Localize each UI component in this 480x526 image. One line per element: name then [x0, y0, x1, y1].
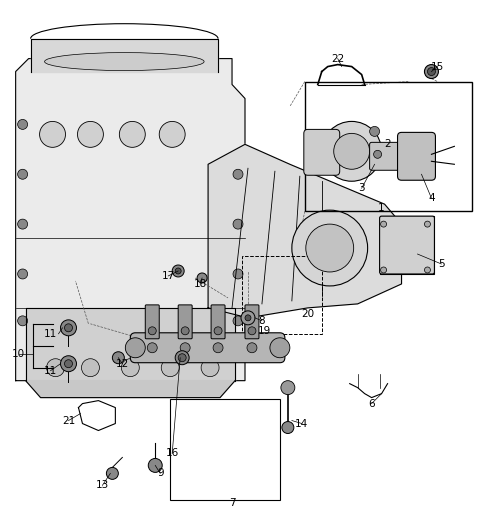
- Text: 2: 2: [384, 139, 391, 149]
- Circle shape: [18, 169, 28, 179]
- Circle shape: [60, 356, 76, 372]
- Text: 3: 3: [359, 183, 365, 193]
- Circle shape: [424, 65, 438, 78]
- FancyBboxPatch shape: [397, 133, 435, 180]
- Circle shape: [334, 134, 370, 169]
- Circle shape: [112, 352, 124, 363]
- Text: 6: 6: [368, 399, 375, 409]
- Circle shape: [18, 269, 28, 279]
- Circle shape: [245, 315, 251, 321]
- Circle shape: [306, 224, 354, 272]
- Text: 11: 11: [44, 329, 57, 339]
- Circle shape: [373, 150, 382, 158]
- FancyBboxPatch shape: [145, 305, 159, 339]
- Circle shape: [322, 122, 382, 181]
- Text: 17: 17: [162, 271, 175, 281]
- FancyBboxPatch shape: [130, 333, 285, 363]
- Polygon shape: [16, 58, 245, 381]
- Bar: [242, 256, 322, 334]
- Circle shape: [172, 265, 184, 277]
- Bar: [305, 82, 472, 211]
- Circle shape: [270, 338, 290, 358]
- Circle shape: [281, 381, 295, 394]
- Text: 22: 22: [331, 54, 344, 64]
- Circle shape: [282, 421, 294, 433]
- Circle shape: [120, 122, 145, 147]
- Text: 5: 5: [438, 259, 445, 269]
- Text: 20: 20: [301, 309, 314, 319]
- Circle shape: [247, 343, 257, 353]
- Circle shape: [47, 359, 64, 377]
- FancyBboxPatch shape: [245, 305, 259, 339]
- Circle shape: [77, 122, 103, 147]
- Text: 14: 14: [295, 419, 309, 429]
- Text: 16: 16: [166, 449, 179, 459]
- Bar: [170, 399, 280, 500]
- Circle shape: [181, 327, 189, 335]
- Polygon shape: [25, 381, 235, 398]
- Circle shape: [18, 219, 28, 229]
- Circle shape: [159, 122, 185, 147]
- Circle shape: [121, 359, 139, 377]
- Text: 13: 13: [96, 480, 109, 490]
- Text: 4: 4: [428, 193, 435, 203]
- Text: 12: 12: [116, 359, 129, 369]
- Circle shape: [148, 459, 162, 472]
- Circle shape: [178, 354, 186, 362]
- Circle shape: [233, 169, 243, 179]
- Circle shape: [424, 267, 431, 273]
- Text: 21: 21: [62, 416, 75, 426]
- Circle shape: [381, 267, 386, 273]
- Text: 15: 15: [431, 62, 444, 72]
- Circle shape: [148, 327, 156, 335]
- Circle shape: [428, 67, 435, 76]
- Circle shape: [241, 311, 255, 325]
- Circle shape: [180, 343, 190, 353]
- Circle shape: [233, 269, 243, 279]
- Circle shape: [381, 221, 386, 227]
- Circle shape: [233, 219, 243, 229]
- Polygon shape: [208, 144, 402, 318]
- Circle shape: [18, 119, 28, 129]
- Text: 18: 18: [193, 279, 207, 289]
- Circle shape: [60, 320, 76, 336]
- FancyBboxPatch shape: [304, 129, 340, 175]
- Circle shape: [161, 359, 179, 377]
- Circle shape: [424, 221, 431, 227]
- FancyBboxPatch shape: [211, 305, 225, 339]
- FancyBboxPatch shape: [370, 143, 399, 170]
- Circle shape: [107, 468, 119, 479]
- Text: 8: 8: [259, 316, 265, 326]
- Circle shape: [39, 122, 65, 147]
- Circle shape: [18, 316, 28, 326]
- Circle shape: [82, 359, 99, 377]
- Text: 19: 19: [258, 326, 272, 336]
- Ellipse shape: [45, 53, 204, 70]
- Text: 9: 9: [157, 468, 164, 478]
- Text: 10: 10: [12, 349, 25, 359]
- Circle shape: [175, 351, 189, 365]
- Circle shape: [370, 126, 380, 136]
- Circle shape: [64, 360, 72, 368]
- FancyBboxPatch shape: [380, 216, 434, 274]
- Circle shape: [292, 210, 368, 286]
- FancyBboxPatch shape: [178, 305, 192, 339]
- Circle shape: [248, 327, 256, 335]
- Circle shape: [64, 324, 72, 332]
- Circle shape: [175, 268, 181, 274]
- Circle shape: [147, 343, 157, 353]
- Text: 7: 7: [228, 498, 235, 508]
- Text: 1: 1: [378, 203, 385, 213]
- Circle shape: [125, 338, 145, 358]
- Circle shape: [197, 273, 207, 283]
- Circle shape: [233, 316, 243, 326]
- Circle shape: [214, 327, 222, 335]
- Circle shape: [201, 359, 219, 377]
- Circle shape: [213, 343, 223, 353]
- Polygon shape: [31, 38, 218, 72]
- Polygon shape: [25, 308, 235, 381]
- Text: 11: 11: [44, 366, 57, 376]
- Bar: [380, 216, 434, 274]
